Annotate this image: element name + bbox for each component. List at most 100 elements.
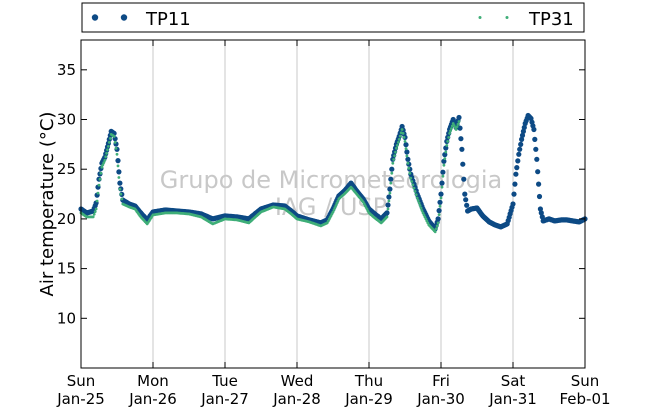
data-point bbox=[446, 140, 450, 143]
data-point bbox=[387, 186, 393, 192]
data-point bbox=[441, 174, 445, 178]
data-point bbox=[512, 181, 518, 187]
data-point bbox=[434, 227, 438, 231]
data-point bbox=[93, 210, 97, 214]
data-point bbox=[104, 155, 108, 159]
x-tick-label-day: Thu bbox=[354, 372, 383, 390]
data-point bbox=[392, 158, 396, 161]
data-point bbox=[401, 132, 405, 135]
y-tick-label: 20 bbox=[57, 210, 76, 228]
data-point bbox=[404, 147, 408, 151]
data-point bbox=[416, 199, 420, 202]
data-point bbox=[459, 146, 465, 152]
data-point bbox=[95, 199, 99, 203]
data-point bbox=[442, 163, 446, 167]
data-point bbox=[406, 161, 410, 165]
data-point bbox=[91, 215, 95, 219]
data-point bbox=[440, 185, 444, 189]
data-point bbox=[510, 201, 516, 207]
data-point bbox=[390, 171, 394, 175]
data-point bbox=[100, 165, 104, 169]
data-point bbox=[403, 140, 407, 143]
data-point bbox=[457, 120, 461, 123]
data-point bbox=[436, 221, 440, 225]
data-point bbox=[414, 193, 418, 197]
x-tick-label-date: Jan-29 bbox=[344, 390, 393, 408]
data-point bbox=[391, 161, 395, 165]
data-point bbox=[517, 146, 523, 152]
data-point bbox=[447, 136, 451, 139]
data-point bbox=[455, 125, 459, 129]
y-tick-label: 10 bbox=[57, 309, 76, 327]
legend-frame bbox=[81, 2, 585, 33]
x-tick-label-date: Jan-31 bbox=[488, 390, 537, 408]
data-point bbox=[513, 171, 519, 177]
data-point bbox=[389, 166, 395, 172]
data-point bbox=[435, 216, 441, 222]
data-point bbox=[515, 158, 521, 164]
data-point bbox=[519, 132, 526, 138]
data-point bbox=[463, 197, 469, 203]
watermark-line: Grupo de Micrometeorologia bbox=[160, 166, 502, 194]
x-tick-label-date: Jan-26 bbox=[128, 390, 177, 408]
data-point bbox=[112, 135, 116, 138]
data-point bbox=[519, 136, 525, 142]
data-point bbox=[419, 206, 423, 210]
x-tick-label-day: Mon bbox=[137, 372, 169, 390]
data-point bbox=[107, 145, 110, 148]
data-point bbox=[386, 194, 392, 200]
data-point bbox=[518, 141, 524, 147]
x-tick-label-day: Sun bbox=[67, 372, 96, 390]
data-point bbox=[103, 158, 107, 162]
data-point bbox=[454, 128, 458, 131]
data-point bbox=[535, 169, 541, 175]
x-tick-label-date: Jan-30 bbox=[416, 390, 465, 408]
data-point bbox=[464, 202, 470, 208]
data-point bbox=[462, 191, 468, 197]
data-point bbox=[333, 206, 337, 210]
legend-marker-tp11 bbox=[91, 14, 99, 21]
data-point bbox=[388, 176, 394, 182]
x-tick-label-day: Tue bbox=[211, 372, 238, 390]
data-point bbox=[389, 181, 393, 185]
data-point bbox=[114, 146, 118, 150]
x-tick-label-date: Jan-25 bbox=[56, 390, 105, 408]
data-point bbox=[534, 156, 540, 162]
data-point bbox=[439, 180, 445, 186]
data-point bbox=[417, 201, 421, 205]
data-point bbox=[460, 161, 466, 167]
data-point bbox=[456, 114, 462, 121]
data-point bbox=[537, 206, 544, 212]
data-point bbox=[536, 193, 543, 200]
data-point bbox=[113, 141, 117, 144]
data-point bbox=[397, 138, 401, 141]
data-point bbox=[115, 158, 121, 164]
data-point bbox=[116, 169, 122, 175]
data-point bbox=[516, 151, 522, 157]
data-point bbox=[386, 207, 390, 211]
data-point bbox=[385, 215, 389, 219]
legend-marker-tp11 bbox=[120, 14, 128, 21]
data-point bbox=[395, 146, 398, 150]
data-point bbox=[98, 177, 102, 181]
data-point bbox=[336, 199, 340, 203]
data-point bbox=[533, 146, 539, 152]
legend-marker-tp31 bbox=[505, 16, 509, 19]
tick-labels: 101520253035SunJan-25MonJan-26TueJan-27W… bbox=[56, 61, 610, 408]
data-point bbox=[461, 176, 467, 182]
data-point bbox=[458, 136, 464, 142]
data-point bbox=[443, 157, 447, 161]
data-point bbox=[92, 212, 96, 216]
data-point bbox=[396, 141, 400, 144]
data-point bbox=[436, 208, 442, 214]
x-tick-label-day: Sun bbox=[571, 372, 600, 390]
data-point bbox=[101, 163, 105, 167]
data-point bbox=[438, 204, 442, 208]
data-point bbox=[538, 210, 544, 216]
y-axis-title: Air temperature (°C) bbox=[37, 112, 58, 297]
data-point bbox=[398, 134, 402, 138]
data-point bbox=[393, 154, 396, 158]
data-point bbox=[511, 191, 517, 197]
data-point bbox=[97, 183, 101, 187]
